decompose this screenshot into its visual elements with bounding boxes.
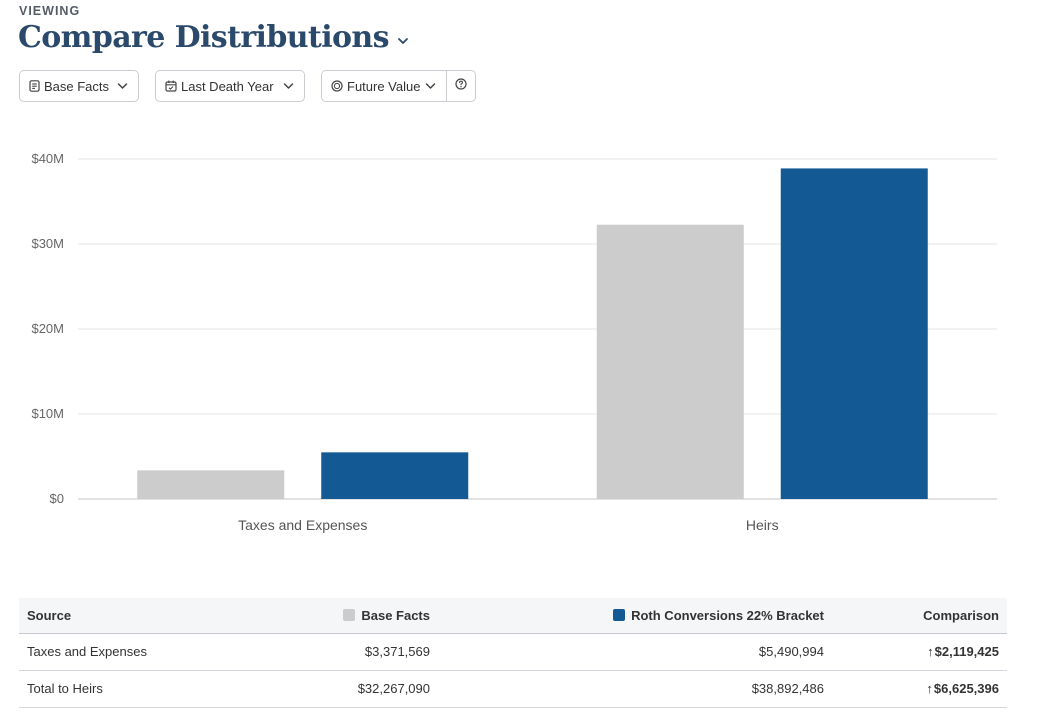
row-roth-value: $5,490,994	[438, 633, 832, 671]
row-base-value: $32,267,090	[249, 670, 438, 708]
row-comparison-amount: $2,119,425	[934, 644, 999, 659]
scenario-dropdown[interactable]: Base Facts	[19, 70, 139, 102]
value-type-dropdown[interactable]: Future Value	[321, 70, 447, 102]
column-header-base-facts: Base Facts	[249, 598, 438, 634]
view-selector[interactable]: Compare Distributions	[18, 20, 409, 55]
chevron-down-icon	[117, 81, 128, 91]
bar-base-facts-1	[596, 224, 744, 499]
table-row: Total to Heirs $32,267,090 $38,892,486 ↑…	[19, 670, 1007, 708]
calendar-icon	[165, 80, 177, 92]
row-source: Taxes and Expenses	[19, 633, 249, 671]
timing-dropdown-label: Last Death Year	[181, 78, 274, 94]
row-source: Total to Heirs	[19, 670, 249, 708]
column-header-roth-label: Roth Conversions 22% Bracket	[631, 607, 824, 623]
column-header-comparison: Comparison	[832, 598, 1007, 634]
timing-dropdown[interactable]: Last Death Year	[155, 70, 305, 102]
row-comparison-value: ↑$6,625,396	[832, 670, 1007, 708]
help-button[interactable]	[446, 70, 476, 102]
value-type-dropdown-label: Future Value	[347, 78, 421, 94]
arrow-up-icon: ↑	[926, 681, 933, 696]
column-header-roth: Roth Conversions 22% Bracket	[438, 598, 832, 634]
bar-roth-0	[321, 452, 469, 499]
viewing-label: VIEWING	[19, 4, 81, 18]
help-icon	[455, 77, 467, 95]
scenario-dropdown-label: Base Facts	[44, 78, 110, 94]
row-base-value: $3,371,569	[249, 633, 438, 671]
x-tick-label: Heirs	[746, 517, 779, 533]
y-tick-label: $30M	[31, 236, 64, 251]
document-icon	[29, 80, 40, 92]
base-facts-swatch	[343, 608, 356, 621]
chevron-down-icon	[397, 32, 409, 50]
column-header-source: Source	[19, 598, 249, 634]
chevron-down-icon	[425, 81, 436, 91]
arrow-up-icon: ↑	[927, 644, 934, 659]
bar-base-facts-0	[137, 470, 285, 499]
y-tick-label: $10M	[31, 406, 64, 421]
table-row: Taxes and Expenses $3,371,569 $5,490,994…	[19, 633, 1007, 671]
row-comparison-value: ↑$2,119,425	[832, 633, 1007, 671]
distribution-table: Source Base Facts Roth Conversions 22% B…	[19, 598, 1007, 708]
table-header-row: Source Base Facts Roth Conversions 22% B…	[19, 598, 1007, 634]
y-tick-label: $40M	[31, 151, 64, 166]
bar-roth-1	[780, 168, 928, 499]
distribution-bar-chart: $0 $10M $20M $30M $40M Taxes and Expenses Heir…	[31, 151, 997, 533]
y-tick-label: $0	[50, 491, 64, 506]
row-roth-value: $38,892,486	[438, 670, 832, 708]
column-header-base-facts-label: Base Facts	[361, 607, 430, 623]
row-comparison-amount: $6,625,396	[933, 681, 999, 696]
x-tick-label: Taxes and Expenses	[238, 517, 367, 533]
chevron-down-icon	[283, 81, 294, 91]
coin-icon	[331, 80, 343, 92]
page-title: Compare Distributions	[18, 20, 390, 55]
roth-swatch	[613, 608, 626, 621]
y-tick-label: $20M	[31, 321, 64, 336]
